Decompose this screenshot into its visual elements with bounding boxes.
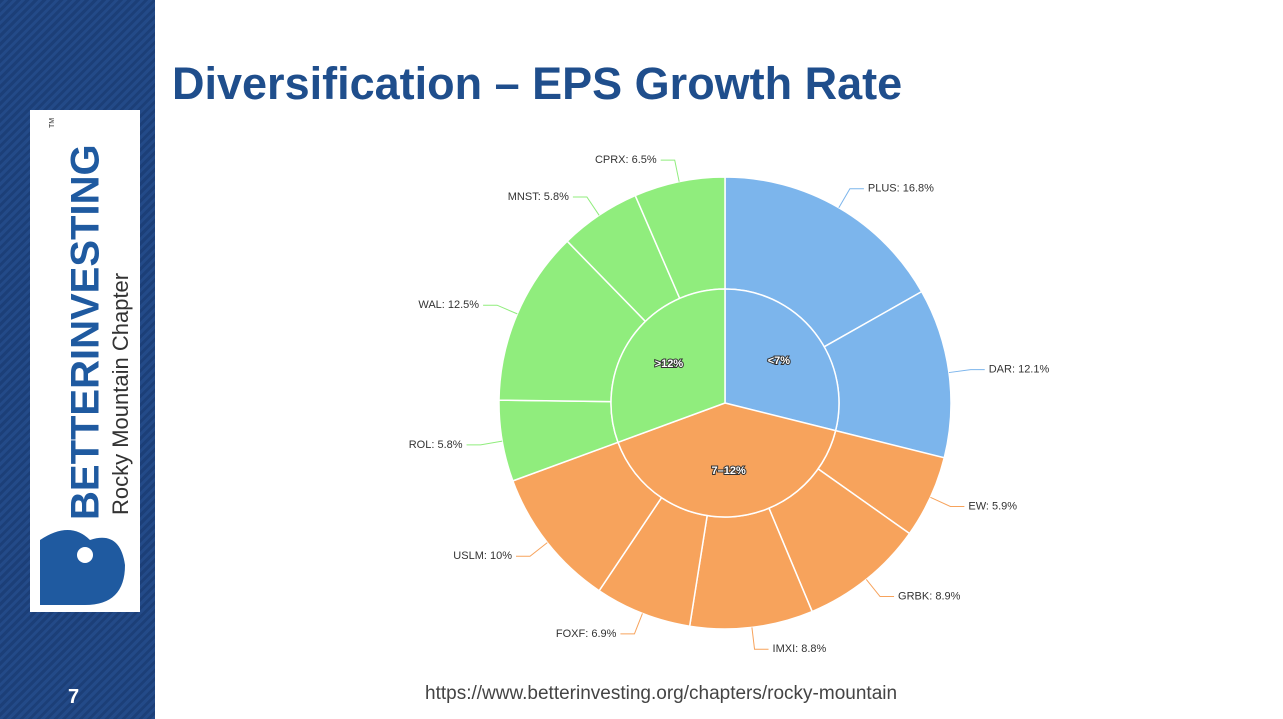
data-label: PLUS: 16.8% xyxy=(868,183,934,195)
inner-slice xyxy=(610,288,726,444)
leader-line xyxy=(838,188,864,209)
data-label: ROL: 5.8% xyxy=(409,439,463,451)
data-label: CPRX: 6.5% xyxy=(595,154,657,166)
data-label: EW: 5.9% xyxy=(968,500,1017,512)
group-label: >12% xyxy=(655,358,684,370)
data-label: MNST: 5.8% xyxy=(508,191,569,203)
group-label: 7–12% xyxy=(712,465,746,477)
leader-line xyxy=(930,496,965,507)
logo: BETTERINVESTING Rocky Mountain Chapter T… xyxy=(30,110,140,612)
logo-art: BETTERINVESTING Rocky Mountain Chapter T… xyxy=(40,118,133,605)
leader-line xyxy=(516,542,548,557)
data-label: FOXF: 6.9% xyxy=(556,628,617,640)
logo-brand: BETTERINVESTING xyxy=(64,144,108,520)
slide-title: Diversification – EPS Growth Rate xyxy=(172,58,903,109)
logo-dot xyxy=(77,547,93,563)
logo-tm: TM xyxy=(49,118,56,128)
logo-mark xyxy=(40,530,125,605)
leader-line xyxy=(865,579,895,598)
data-label: GRBK: 8.9% xyxy=(898,590,961,602)
data-label: IMXI: 8.8% xyxy=(773,643,827,655)
data-label: WAL: 12.5% xyxy=(418,299,479,311)
leader-line xyxy=(572,196,600,216)
data-label: USLM: 10% xyxy=(453,550,512,562)
inner-slice xyxy=(617,402,837,518)
url: https://www.betterinvesting.org/chapters… xyxy=(425,683,898,704)
logo-chapter: Rocky Mountain Chapter xyxy=(108,273,133,515)
leader-line xyxy=(466,440,503,446)
leader-line xyxy=(948,369,985,374)
data-label: DAR: 12.1% xyxy=(989,364,1050,376)
leader-line xyxy=(660,159,680,182)
page-number: 7 xyxy=(68,686,80,708)
leader-line xyxy=(751,627,769,650)
leader-line xyxy=(620,613,643,635)
inner-slice xyxy=(724,288,840,432)
leader-line xyxy=(483,304,518,315)
group-label: <7% xyxy=(768,355,791,367)
